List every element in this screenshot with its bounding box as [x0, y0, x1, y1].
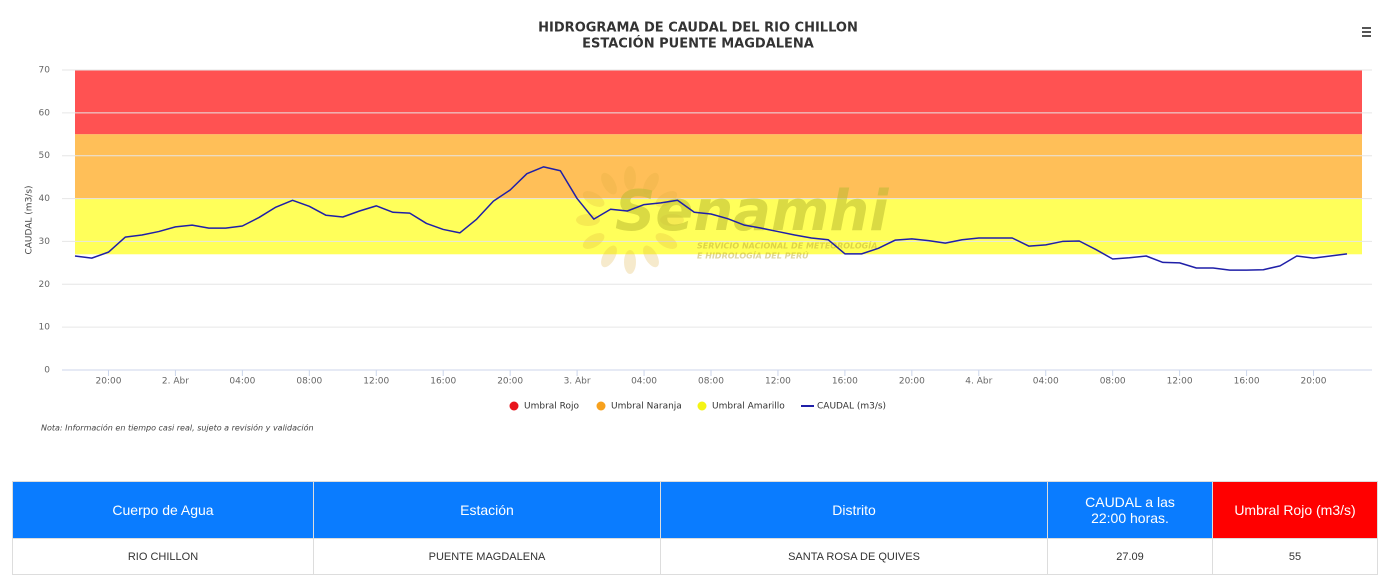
y-tick-label: 70: [39, 66, 51, 76]
threshold-band: [75, 70, 1362, 135]
sun-ray: [643, 245, 659, 268]
x-tick-label: 16:00: [832, 377, 858, 387]
legend-marker: [596, 401, 606, 411]
sun-ray: [582, 191, 605, 207]
x-tick-label: 3. Abr: [564, 377, 591, 387]
legend-label: Umbral Naranja: [611, 402, 682, 412]
x-tick-label: 04:00: [229, 377, 255, 387]
watermark-name: Senamhi: [615, 179, 889, 244]
watermark-line: SERVICIO NACIONAL DE METEOROLOGÍA: [697, 240, 877, 251]
x-tick-label: 12:00: [363, 377, 389, 387]
x-tick-label: 08:00: [1100, 377, 1126, 387]
legend-label: Umbral Rojo: [524, 402, 580, 412]
legend-label: CAUDAL (m3/s): [817, 402, 886, 412]
x-tick-label: 12:00: [1167, 377, 1193, 387]
header-cell: Cuerpo de Agua: [12, 481, 314, 539]
x-tick-label: 16:00: [430, 377, 456, 387]
header-row: Cuerpo de Agua Estación Distrito CAUDAL …: [12, 481, 1378, 539]
x-tick-label: 08:00: [296, 377, 322, 387]
x-tick-label: 20:00: [1301, 377, 1327, 387]
y-axis-label: CAUDAL (m3/s): [25, 185, 35, 254]
legend-marker: [509, 401, 519, 411]
header-cell: Estación: [313, 481, 661, 539]
watermark-sun: [576, 166, 684, 274]
header-cell: Distrito: [660, 481, 1048, 539]
legend-marker: [697, 401, 707, 411]
y-tick-label: 10: [39, 323, 51, 333]
x-tick-label: 20:00: [899, 377, 925, 387]
sun-ray: [660, 214, 684, 226]
cell: PUENTE MAGDALENA: [313, 538, 661, 575]
x-tick-label: 4. Abr: [965, 377, 992, 387]
cell: SANTA ROSA DE QUIVES: [660, 538, 1048, 575]
sun-ray: [655, 233, 678, 249]
header-cell: Umbral Rojo (m3/s): [1212, 481, 1378, 539]
x-tick-label: 04:00: [1033, 377, 1059, 387]
chart-subtitle: ESTACIÓN PUENTE MAGDALENA: [582, 36, 814, 52]
y-tick-label: 20: [39, 280, 51, 290]
cell: 55: [1212, 538, 1378, 575]
y-tick-label: 30: [39, 237, 51, 247]
data-row: RIO CHILLON PUENTE MAGDALENA SANTA ROSA …: [12, 538, 1378, 575]
sun-ray: [601, 172, 617, 195]
menu-button[interactable]: [1358, 24, 1374, 40]
sun-ray: [601, 245, 617, 268]
x-tick-label: 08:00: [698, 377, 724, 387]
y-tick-label: 60: [39, 108, 51, 118]
sun-ray: [624, 166, 636, 190]
x-tick-label: 12:00: [765, 377, 791, 387]
chart-title: HIDROGRAMA DE CAUDAL DEL RIO CHILLON: [538, 21, 858, 36]
sun-ray: [582, 233, 605, 249]
threshold-band: [75, 198, 1362, 255]
header-cell: CAUDAL a las 22:00 horas.: [1047, 481, 1213, 539]
series-line: [74, 166, 1348, 271]
note: Nota: Información en tiempo casi real, s…: [41, 423, 314, 433]
x-tick-label: 20:00: [96, 377, 122, 387]
data-table: Cuerpo de Agua Estación Distrito CAUDAL …: [12, 481, 1378, 575]
sun-ray: [624, 250, 636, 274]
x-tick-label: 04:00: [631, 377, 657, 387]
x-tick-label: 16:00: [1234, 377, 1260, 387]
y-tick-label: 50: [39, 151, 51, 161]
y-tick-label: 40: [39, 194, 51, 204]
y-tick-label: 0: [44, 366, 50, 376]
cell: 27.09: [1047, 538, 1213, 575]
threshold-band: [75, 134, 1362, 199]
watermark-line: E HIDROLOGÍA DEL PERÚ: [697, 250, 809, 261]
x-tick-label: 20:00: [497, 377, 523, 387]
sun-ray: [576, 214, 600, 226]
legend-label: Umbral Amarillo: [712, 402, 785, 412]
x-tick-label: 2. Abr: [162, 377, 189, 387]
chart: HIDROGRAMA DE CAUDAL DEL RIO CHILLON EST…: [25, 21, 1374, 433]
sun-ray: [643, 172, 659, 195]
cell: RIO CHILLON: [12, 538, 314, 575]
